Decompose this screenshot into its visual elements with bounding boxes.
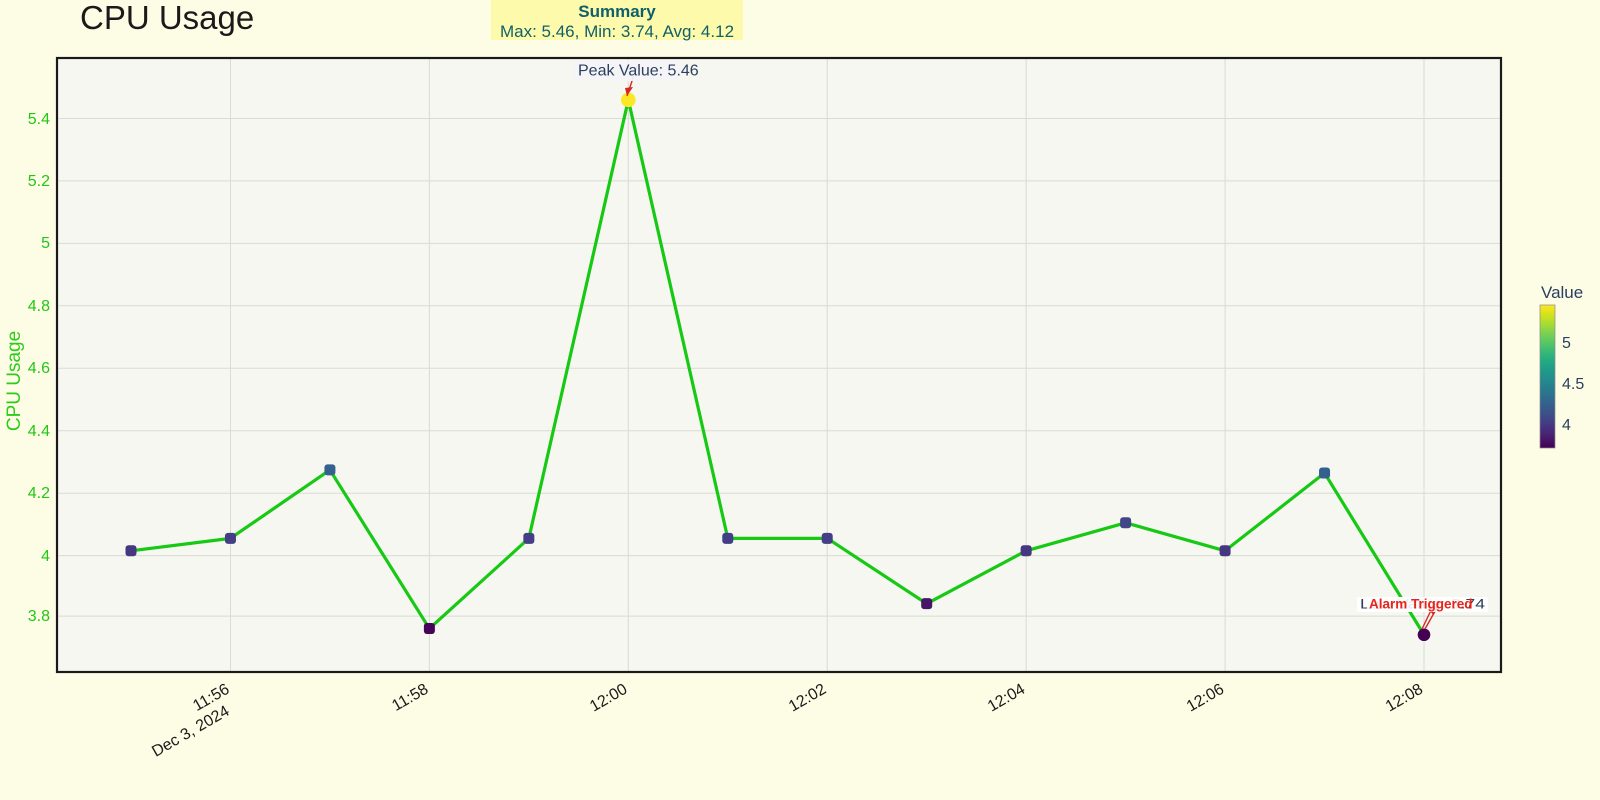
- svg-text:4: 4: [1562, 417, 1571, 434]
- svg-text:5.2: 5.2: [28, 173, 50, 190]
- svg-text:12:00: 12:00: [587, 681, 630, 716]
- svg-text:Value: Value: [1541, 283, 1583, 302]
- svg-text:4.2: 4.2: [28, 485, 50, 502]
- svg-text:4: 4: [41, 548, 50, 565]
- svg-text:12:02: 12:02: [786, 681, 829, 716]
- svg-text:4.4: 4.4: [28, 423, 50, 440]
- svg-text:11:58: 11:58: [389, 681, 431, 715]
- svg-text:5: 5: [41, 235, 50, 252]
- svg-text:Dec 3, 2024: Dec 3, 2024: [149, 703, 232, 761]
- svg-text:3.8: 3.8: [28, 608, 50, 625]
- svg-text:12:06: 12:06: [1184, 681, 1227, 716]
- svg-text:CPU Usage: CPU Usage: [4, 331, 25, 431]
- svg-text:4.6: 4.6: [28, 360, 50, 377]
- svg-text:5: 5: [1562, 335, 1571, 352]
- svg-text:5.4: 5.4: [28, 111, 50, 128]
- svg-text:12:04: 12:04: [985, 681, 1028, 716]
- svg-text:4.5: 4.5: [1562, 376, 1584, 393]
- svg-text:Alarm Triggered: Alarm Triggered: [1369, 597, 1473, 612]
- svg-text:Peak Value: 5.46: Peak Value: 5.46: [578, 63, 699, 80]
- svg-text:12:08: 12:08: [1383, 681, 1426, 716]
- svg-text:4.8: 4.8: [28, 298, 50, 315]
